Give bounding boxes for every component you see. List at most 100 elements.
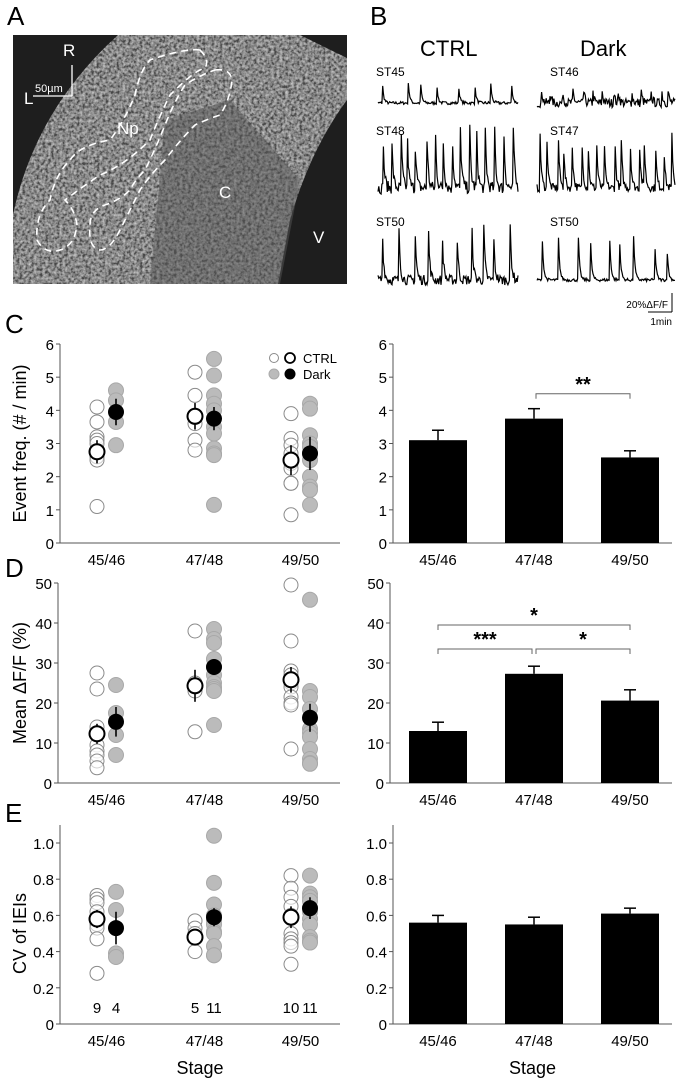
y-tick-label: 0 [44, 776, 52, 793]
dark-mean-point [302, 445, 318, 462]
dark-data-point [108, 949, 124, 966]
y-tick-label: 4 [46, 403, 54, 420]
y-tick-label: 0.8 [366, 872, 387, 889]
x-tick-label: 47/48 [515, 792, 553, 809]
y-tick-label: 30 [367, 656, 384, 673]
dark-data-point [206, 350, 222, 367]
dark-data-point [302, 755, 318, 772]
dark-data-point [302, 934, 318, 951]
panel-letter-c: C [5, 309, 24, 339]
legend-dark-label: Dark [303, 367, 331, 382]
ctrl-mean-point [186, 928, 204, 946]
ctrl-data-point [283, 956, 299, 972]
scale-label-amplitude: 20%ΔF/F [626, 300, 668, 311]
y-axis-label: CV of IEIs [10, 893, 30, 974]
bar [601, 457, 659, 543]
dark-data-point [302, 400, 318, 417]
dark-data-point [206, 827, 222, 844]
dark-data-point [206, 635, 222, 651]
dark-mean-point [302, 900, 318, 917]
ctrl-data-point [283, 868, 299, 884]
dark-mean-point [108, 920, 124, 937]
neuropil-outline [35, 48, 233, 253]
dark-data-point [108, 437, 124, 454]
ctrl-mean-point [88, 725, 106, 743]
y-tick-label: 4 [379, 403, 387, 420]
x-tick-label: 47/48 [186, 792, 224, 809]
microscopy-image: R L 50µm Np C V [13, 35, 347, 284]
ctrl-data-point [187, 442, 203, 458]
trace-label: ST47 [550, 124, 579, 138]
ctrl-data-point [89, 665, 105, 681]
legend-ctrl-mean [284, 352, 296, 364]
dark-data-point [302, 481, 318, 498]
dark-mean-point [206, 909, 222, 926]
y-tick-label: 0.4 [366, 945, 387, 962]
ctrl-data-point [283, 697, 299, 713]
sample-size-label: 11 [302, 1000, 318, 1017]
y-tick-label: 3 [379, 437, 387, 454]
legend-ctrl-point [269, 353, 279, 363]
ctrl-data-point [89, 965, 105, 981]
ctrl-mean-point [282, 671, 300, 689]
label-neuropil: Np [117, 119, 139, 138]
y-tick-label: 40 [367, 616, 384, 633]
y-tick-label: 0 [376, 776, 384, 793]
ctrl-data-point [187, 623, 203, 639]
trace-label: ST48 [376, 124, 405, 138]
significance-stars: *** [473, 629, 497, 651]
y-tick-label: 5 [379, 370, 387, 387]
ctrl-data-point [283, 938, 299, 954]
y-tick-label: 20 [35, 696, 52, 713]
significance-stars: ** [575, 374, 591, 396]
trace-label: ST50 [376, 215, 405, 229]
dark-data-point [302, 591, 318, 608]
panel-letter-d: D [5, 553, 24, 583]
y-tick-label: 0 [46, 1017, 54, 1034]
y-tick-label: 0.2 [33, 981, 54, 998]
y-tick-label: 0.6 [33, 908, 54, 925]
chart-E-left: 0 0.2 0.4 0.6 0.8 1.0 45/46 47/48 49/50 CV of IEI… [10, 825, 340, 1078]
sample-size-label: 9 [93, 1000, 101, 1017]
bar [505, 418, 563, 543]
bar [409, 440, 467, 543]
significance-stars: * [579, 629, 587, 651]
x-tick-label: 45/46 [419, 1033, 457, 1050]
x-axis-label: Stage [509, 1058, 556, 1078]
y-tick-label: 5 [46, 370, 54, 387]
bar [505, 673, 563, 783]
y-tick-label: 6 [379, 337, 387, 354]
y-tick-label: 0 [379, 536, 387, 553]
dark-data-point [206, 367, 222, 384]
chart-C-right: 0 1 2 3 4 5 6 45/46 47/48 49/50 ** [379, 337, 672, 569]
ctrl-mean-point [186, 407, 204, 425]
label-cells: C [219, 183, 231, 202]
ctrl-data-point [283, 406, 299, 422]
ctrl-data-point [283, 577, 299, 593]
y-tick-label: 1 [379, 503, 387, 520]
significance-bracket [437, 648, 533, 654]
chart-C-left: 0 1 2 3 4 5 6 45/46 47/48 49/50 Event freq. (# / m… [10, 337, 340, 569]
x-tick-label: 47/48 [186, 1033, 224, 1050]
y-tick-label: 50 [367, 576, 384, 593]
significance-stars: * [530, 605, 538, 627]
y-tick-label: 0.2 [366, 981, 387, 998]
chart-E-right: 0 0.2 0.4 0.6 0.8 1.0 45/46 47/48 49/50 Stage [366, 825, 672, 1078]
bar [601, 700, 659, 783]
ctrl-data-point [187, 724, 203, 740]
y-tick-label: 1.0 [366, 836, 387, 853]
dark-data-point [108, 677, 124, 693]
dark-data-point [108, 747, 124, 763]
y-tick-label: 0.6 [366, 908, 387, 925]
dark-mean-point [206, 659, 222, 675]
dark-mean-point [302, 709, 318, 726]
dark-data-point [108, 883, 124, 900]
ctrl-data-point [283, 633, 299, 649]
dark-data-point [302, 496, 318, 513]
ctrl-mean-point [282, 908, 300, 926]
ctrl-data-point [89, 760, 105, 776]
label-ventricle: V [313, 228, 325, 247]
sample-size-label: 10 [283, 1000, 300, 1017]
x-tick-label: 47/48 [515, 1033, 553, 1050]
